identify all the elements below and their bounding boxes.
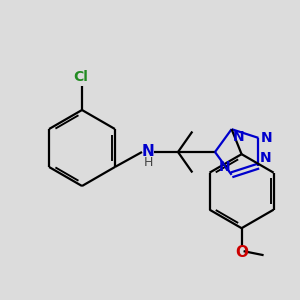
Text: N: N — [260, 131, 272, 145]
Text: N: N — [219, 160, 231, 174]
Text: N: N — [232, 130, 244, 144]
Text: N: N — [142, 143, 154, 158]
Text: Cl: Cl — [74, 70, 88, 84]
Text: H: H — [143, 157, 153, 169]
Text: O: O — [235, 245, 248, 260]
Text: N: N — [260, 151, 271, 165]
